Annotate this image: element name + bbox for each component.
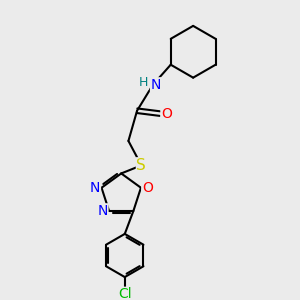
Text: Cl: Cl [118, 287, 132, 300]
Text: H: H [139, 76, 148, 89]
Text: S: S [136, 158, 146, 173]
Text: N: N [98, 204, 108, 218]
Text: N: N [90, 181, 101, 195]
Text: O: O [142, 181, 153, 195]
Text: O: O [161, 106, 172, 121]
Text: N: N [151, 78, 161, 92]
